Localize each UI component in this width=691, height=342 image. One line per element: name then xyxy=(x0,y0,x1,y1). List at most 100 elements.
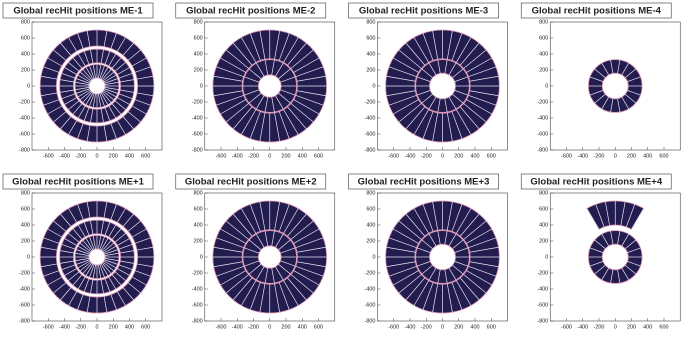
chamber-edge xyxy=(232,42,253,66)
chamber-edge xyxy=(127,282,141,294)
chamber-edge xyxy=(280,76,296,83)
chamber-edge xyxy=(451,282,463,310)
chamber-edge xyxy=(468,94,497,106)
chamber-edge xyxy=(110,123,117,139)
y-tick-label: -600 xyxy=(537,302,548,308)
chamber-edge xyxy=(53,282,67,294)
chamber-edge xyxy=(119,264,133,270)
chamber-edge xyxy=(290,49,314,69)
chamber-edge xyxy=(77,74,91,83)
chart-title: Global recHit positions ME+1 xyxy=(12,177,144,188)
chamber-edge xyxy=(432,201,439,231)
chamber-edge xyxy=(117,120,126,135)
chamber-edge xyxy=(589,261,604,267)
chamber-edge xyxy=(79,242,91,253)
chamber-edge xyxy=(104,258,119,262)
chamber-edge xyxy=(79,71,91,82)
y-tick-label: 400 xyxy=(539,51,548,57)
chamber-edge xyxy=(413,208,429,234)
chamber-edge xyxy=(216,265,244,277)
title-box xyxy=(520,173,672,190)
chamber-edge xyxy=(64,97,77,105)
chamber-edge xyxy=(108,276,116,290)
chamber-edge xyxy=(248,92,262,104)
chamber-edge xyxy=(444,98,448,113)
chamber-edge xyxy=(280,89,296,96)
chamber-edge xyxy=(104,107,111,121)
y-tick-label: -400 xyxy=(364,115,375,121)
chamber-edge xyxy=(248,263,262,275)
chamber-edge xyxy=(594,68,606,79)
y-tick-label: -200 xyxy=(364,270,375,276)
y-tick-label: 0 xyxy=(372,254,375,260)
chamber-edge xyxy=(296,246,326,253)
y-tick-label: -400 xyxy=(19,286,30,292)
chamber-edge xyxy=(220,57,246,73)
chamber-edge xyxy=(225,220,249,240)
chamber-edge xyxy=(111,274,122,286)
chamber-edge xyxy=(98,235,102,250)
y-tick-label: -200 xyxy=(364,99,375,105)
chamber-edge xyxy=(76,259,90,265)
chamber-edge xyxy=(99,93,105,107)
y-tick-label: -800 xyxy=(364,318,375,324)
chamber-edge xyxy=(589,90,604,96)
chamber-edge xyxy=(446,30,453,60)
chamber-edge xyxy=(135,270,151,277)
chamber-edge xyxy=(437,59,441,74)
chamber-edge xyxy=(398,274,422,294)
chamber-edge xyxy=(117,268,130,276)
chamber-edge xyxy=(296,90,326,97)
chamber-edge xyxy=(244,247,260,254)
x-tick-label: -600 xyxy=(43,153,54,159)
chamber-edge xyxy=(287,106,307,130)
chamber-edge xyxy=(278,204,290,232)
chamber-edge xyxy=(83,107,90,121)
chamber-edge xyxy=(466,228,492,244)
chamber-edge xyxy=(78,53,86,67)
chamber-edge xyxy=(621,96,629,110)
x-tick-label: 0 xyxy=(95,153,98,159)
y-tick-label: 400 xyxy=(539,222,548,228)
y-tick-label: 0 xyxy=(27,83,30,89)
chamber-edge xyxy=(278,239,291,251)
y-tick-label: -600 xyxy=(364,131,375,137)
chamber-edge xyxy=(120,250,134,254)
x-tick-label: 400 xyxy=(125,153,134,159)
chamber-edge xyxy=(256,266,265,281)
chart-title: Global recHit positions ME-4 xyxy=(532,6,662,17)
chamber-edge xyxy=(244,260,260,267)
chamber-edge xyxy=(89,264,95,278)
chamber-edge xyxy=(421,264,433,275)
chamber-edge xyxy=(293,57,320,73)
chamber-edge xyxy=(405,213,426,237)
chamber-edge xyxy=(398,103,422,123)
x-tick-label: -600 xyxy=(561,324,572,330)
chamber-edge xyxy=(120,260,134,264)
chamber-edge xyxy=(287,277,307,301)
chamber-edge xyxy=(459,213,480,237)
chamber-edge xyxy=(117,67,130,75)
x-tick-label: 400 xyxy=(470,153,479,159)
chamber-edge xyxy=(259,201,266,231)
y-tick-label: -200 xyxy=(537,270,548,276)
chamber-edge xyxy=(85,92,94,105)
y-tick-label: 400 xyxy=(366,51,375,57)
chamber-edge xyxy=(422,204,434,232)
chamber-edge xyxy=(86,296,91,313)
chamber-edge xyxy=(117,291,126,306)
title-box xyxy=(175,2,327,19)
chamber-edge xyxy=(437,98,441,113)
chamber-edge xyxy=(90,220,94,235)
chamber-edge xyxy=(103,71,115,82)
chamber-edge xyxy=(85,238,94,251)
chamber-edge xyxy=(421,93,433,104)
chamber-edge xyxy=(413,37,429,63)
chamber-edge xyxy=(104,249,118,255)
x-tick-label: 0 xyxy=(268,324,271,330)
x-tick-label: 600 xyxy=(141,153,150,159)
chamber-edge xyxy=(398,220,422,240)
y-tick-label: 200 xyxy=(194,67,203,73)
chamber-edge xyxy=(43,237,59,244)
x-tick-label: 200 xyxy=(627,153,636,159)
